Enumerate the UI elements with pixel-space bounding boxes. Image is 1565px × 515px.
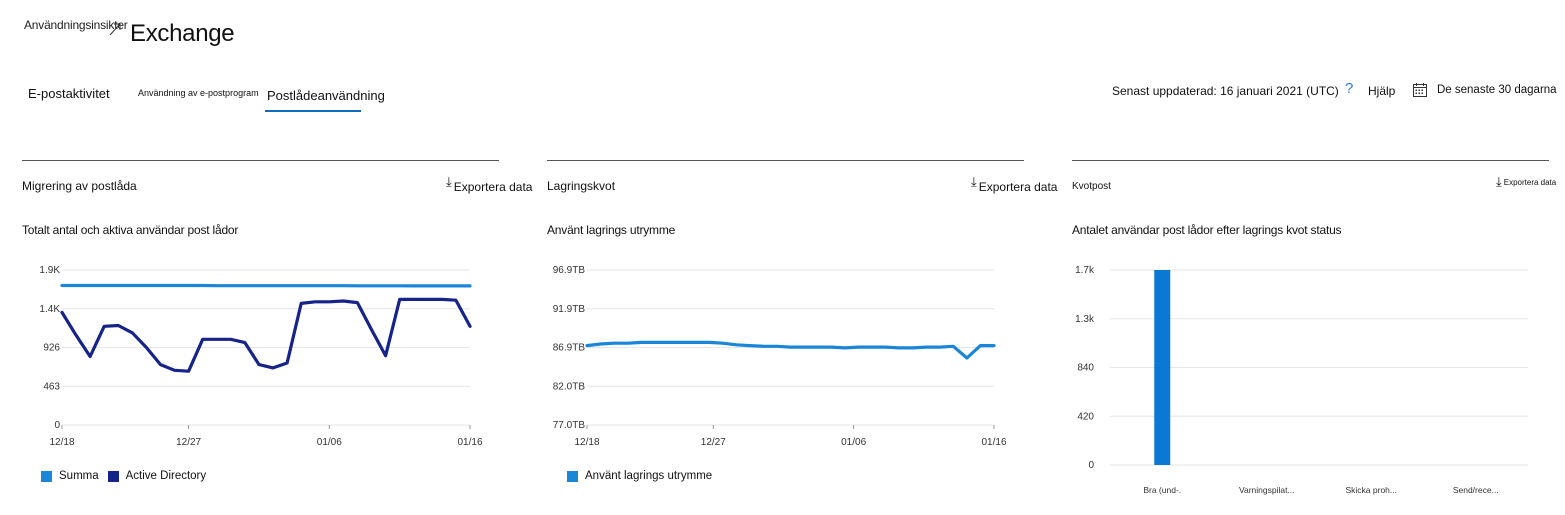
bar — [1154, 270, 1171, 465]
chart-title-storage-used: Använt lagrings utrymme — [547, 223, 676, 237]
series-line-anv-nt-lagrings-utrymme — [585, 340, 996, 360]
date-range-picker[interactable]: De senaste 30 dagarna — [1437, 84, 1557, 96]
x-tick-label: 01/06 — [317, 437, 342, 448]
category-label: Skicka proh... — [1346, 485, 1398, 495]
legend-swatch-storage — [567, 470, 578, 482]
chart-title-mailboxes: Totalt antal och aktiva användar post lå… — [22, 223, 239, 237]
x-tick-label: 12/27 — [701, 437, 726, 448]
panel-title-migration: Migrering av postlåda — [22, 179, 137, 193]
y-tick-label: 463 — [43, 381, 60, 392]
download-icon: ⤓ — [1496, 174, 1502, 189]
y-tick-label: 1.4K — [39, 304, 60, 315]
panel-divider — [22, 160, 499, 161]
legend-swatch-active-directory — [107, 470, 119, 482]
panel-title-storage-quota: Lagringskvot — [547, 179, 616, 193]
y-tick-label: 0 — [54, 420, 60, 431]
x-tick-label: 01/06 — [841, 437, 866, 448]
y-tick-label: 0 — [1088, 460, 1094, 471]
panel-divider — [547, 160, 1024, 161]
download-icon: ⤓ — [971, 174, 977, 189]
legend-label-storage[interactable]: Använt lagrings utrymme — [585, 470, 713, 482]
page-title: Exchange — [130, 20, 235, 47]
y-tick-label: 86.9TB — [553, 343, 586, 354]
calendar-icon[interactable] — [1412, 82, 1428, 98]
mailbox-line-chart: 1.9K 1.4K 926 463 0 12/18 12/27 01/06 01/16 — [39, 265, 483, 448]
y-tick-label: 1.7k — [1075, 265, 1095, 276]
category-label: Send/rece... — [1453, 485, 1499, 495]
y-tick-label: 926 — [43, 343, 60, 354]
series-line-active-directory — [60, 297, 472, 373]
tab-anvandning-av-e-postprogram[interactable]: Användning av e-postprogram — [138, 88, 259, 98]
download-icon: ⤓ — [446, 174, 452, 189]
category-label: Bra (und-. — [1143, 485, 1181, 495]
y-tick-label: 420 — [1077, 411, 1094, 422]
legend-label-active-directory[interactable]: Active Directory — [125, 470, 207, 482]
help-link[interactable]: Hjälp — [1368, 84, 1396, 98]
legend-swatch-summa — [41, 470, 52, 482]
help-icon[interactable]: ? — [1345, 80, 1354, 97]
chart-title-quota-status: Antalet användar post lådor efter lagrin… — [1072, 223, 1342, 237]
tab-e-postaktivitet[interactable]: E-postaktivitet — [28, 86, 110, 101]
x-tick-label: 01/16 — [981, 437, 1006, 448]
storage-line-chart: 96.9TB 91.9TB 86.9TB 82.0TB 77.0TB 12/18 12/27… — [553, 265, 1007, 448]
panel-title-quota-status: Kvotpost — [1072, 181, 1111, 192]
selected-tab-indicator — [265, 110, 361, 112]
x-tick-label: 12/27 — [176, 437, 201, 448]
legend-label-summa[interactable]: Summa — [59, 470, 99, 482]
y-tick-label: 82.0TB — [553, 381, 586, 392]
category-label: Varningspilat... — [1239, 485, 1295, 495]
export-data-button[interactable]: ⤓ Exportera data — [1496, 174, 1557, 189]
y-tick-label: 1.3k — [1075, 314, 1095, 325]
y-tick-label: 840 — [1077, 363, 1094, 374]
y-tick-label: 91.9TB — [553, 304, 586, 315]
x-tick-label: 12/18 — [49, 437, 74, 448]
export-data-button[interactable]: ⤓ Exportera data — [971, 174, 1058, 194]
y-tick-label: 77.0TB — [553, 420, 586, 431]
y-tick-label: 96.9TB — [553, 265, 586, 276]
chart-legend: Använt lagrings utrymme — [567, 470, 721, 482]
last-updated-text: Senast uppdaterad: 16 januari 2021 (UTC) — [1112, 84, 1339, 98]
export-data-button[interactable]: ⤓ Exportera data — [446, 174, 533, 194]
breadcrumb-separator-icon — [109, 23, 121, 36]
y-tick-label: 1.9K — [39, 265, 60, 276]
chart-legend: Summa Active Directory — [41, 470, 215, 482]
breadcrumb[interactable]: Användningsinsikter — [24, 18, 128, 32]
x-tick-label: 01/16 — [457, 437, 482, 448]
panel-divider — [1072, 160, 1549, 161]
tab-postladeanvandning[interactable]: Postlådeanvändning — [267, 88, 385, 103]
x-tick-label: 12/18 — [574, 437, 599, 448]
quota-bar-chart: 1.7k 1.3k 840 420 0 Bra (und-. Varningspilat..… — [1075, 265, 1528, 495]
